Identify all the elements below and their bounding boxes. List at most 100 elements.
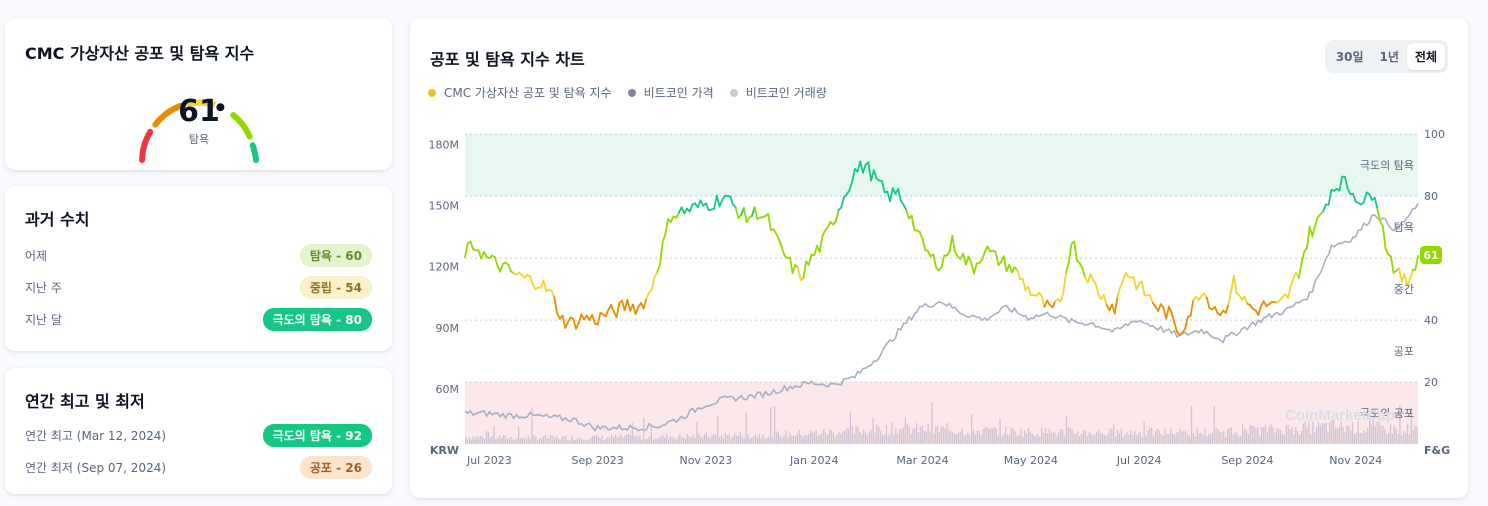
yearly-high-low-card: 연간 최고 및 최저 연간 최고 (Mar 12, 2024) 극도의 탐욕 -…: [5, 368, 392, 494]
volume-bar: [969, 435, 971, 444]
volume-bar: [743, 438, 745, 444]
volume-bar: [1363, 430, 1365, 444]
legend-item-index[interactable]: CMC 가상자산 공포 및 탐욕 지수: [428, 84, 612, 101]
volume-bar: [516, 437, 518, 444]
index-segment: [791, 263, 797, 275]
historical-row-last-month: 지난 달 극도의 탐욕 - 80: [25, 307, 372, 331]
volume-bar: [1245, 430, 1248, 444]
index-segment: [688, 203, 694, 213]
y-left-tick-label: 60M: [436, 383, 460, 396]
volume-bar: [1416, 426, 1418, 444]
volume-bar: [675, 439, 677, 444]
volume-bar: [826, 435, 829, 444]
volume-bar: [1319, 425, 1322, 444]
volume-bar: [1310, 434, 1312, 444]
range-1y-button[interactable]: 1년: [1379, 50, 1399, 64]
volume-bar: [768, 436, 770, 444]
volume-bar: [798, 429, 800, 444]
volume-bar: [696, 421, 698, 444]
volume-bar: [1130, 430, 1132, 444]
y-right-tick-label: 80: [1424, 190, 1438, 203]
index-segment: [634, 306, 640, 316]
range-selector: 30일 1년 전체: [1324, 40, 1448, 73]
volume-bar: [815, 430, 817, 444]
volume-bar: [1357, 420, 1359, 444]
volume-bar: [855, 426, 857, 444]
index-segment: [645, 291, 651, 300]
index-segment: [469, 240, 474, 250]
volume-bar: [694, 437, 696, 444]
index-segment: [1170, 311, 1176, 324]
volume-bar: [1276, 428, 1278, 444]
legend-item-price[interactable]: 비트코인 가격: [627, 84, 714, 101]
volume-bar: [809, 430, 812, 444]
current-value-badge: [1420, 246, 1442, 265]
index-segment: [1311, 224, 1316, 238]
index-segment: [1243, 295, 1249, 305]
volume-bar: [669, 436, 671, 444]
volume-bar: [1350, 430, 1352, 444]
volume-bar: [1380, 425, 1382, 444]
volume-bar: [1151, 427, 1153, 444]
volume-bar: [1126, 432, 1128, 444]
volume-bar: [538, 438, 541, 444]
volume-bar: [1190, 406, 1193, 444]
index-segment: [967, 255, 973, 264]
volume-bar: [963, 435, 965, 444]
volume-bar: [690, 437, 692, 444]
volume-bar: [1168, 434, 1170, 444]
volume-bar: [917, 432, 920, 444]
volume-bar: [1219, 431, 1221, 444]
volume-bar: [1376, 421, 1378, 444]
index-segment: [1214, 305, 1219, 315]
volume-bar: [995, 428, 997, 444]
range-all-button[interactable]: 전체: [1406, 43, 1445, 70]
volume-bar: [1327, 432, 1329, 444]
volume-bar: [1251, 425, 1253, 444]
index-segment: [818, 235, 824, 253]
index-segment: [507, 263, 512, 273]
volume-bar: [1037, 434, 1039, 444]
y-right-tick-label: 100: [1424, 128, 1445, 141]
volume-bar: [1179, 428, 1181, 444]
index-segment: [1384, 247, 1390, 256]
volume-bar: [957, 432, 960, 444]
volume-bar: [989, 428, 992, 444]
row-label: 연간 최저 (Sep 07, 2024): [25, 460, 167, 475]
volume-bar: [495, 438, 497, 444]
legend-item-volume[interactable]: 비트코인 거래량: [729, 84, 827, 101]
volume-bar: [1207, 433, 1210, 444]
volume-bar: [830, 429, 833, 444]
volume-bar: [656, 438, 658, 444]
volume-bar: [741, 437, 743, 444]
volume-bar: [1202, 434, 1204, 444]
volume-bar: [900, 428, 903, 444]
volume-bar: [1160, 433, 1162, 444]
volume-bar: [546, 438, 548, 444]
volume-bar: [529, 438, 531, 444]
volume-bar: [1314, 432, 1316, 444]
volume-bar: [734, 433, 736, 444]
volume-bar: [544, 434, 546, 444]
volume-bar: [1236, 433, 1238, 444]
volume-bar: [1084, 430, 1087, 444]
index-segment: [542, 279, 548, 293]
gauge-title: CMC 가상자산 공포 및 탐욕 지수: [25, 44, 255, 63]
volume-bar: [967, 432, 969, 444]
volume-bar: [1020, 428, 1022, 444]
volume-bar: [895, 427, 897, 444]
volume-bar: [828, 430, 831, 444]
volume-bar: [1147, 430, 1149, 444]
volume-bar: [508, 437, 510, 444]
volume-bar: [1113, 424, 1115, 444]
index-segment: [1322, 203, 1327, 213]
volume-bar: [590, 437, 592, 444]
volume-bar: [1367, 427, 1369, 444]
volume-bar: [1403, 431, 1405, 444]
index-segment: [1089, 273, 1094, 281]
volume-bar: [1304, 421, 1306, 444]
volume-bar: [654, 438, 656, 444]
range-30d-button[interactable]: 30일: [1335, 50, 1364, 64]
volume-bar: [1010, 427, 1013, 444]
volume-bar: [906, 423, 908, 444]
